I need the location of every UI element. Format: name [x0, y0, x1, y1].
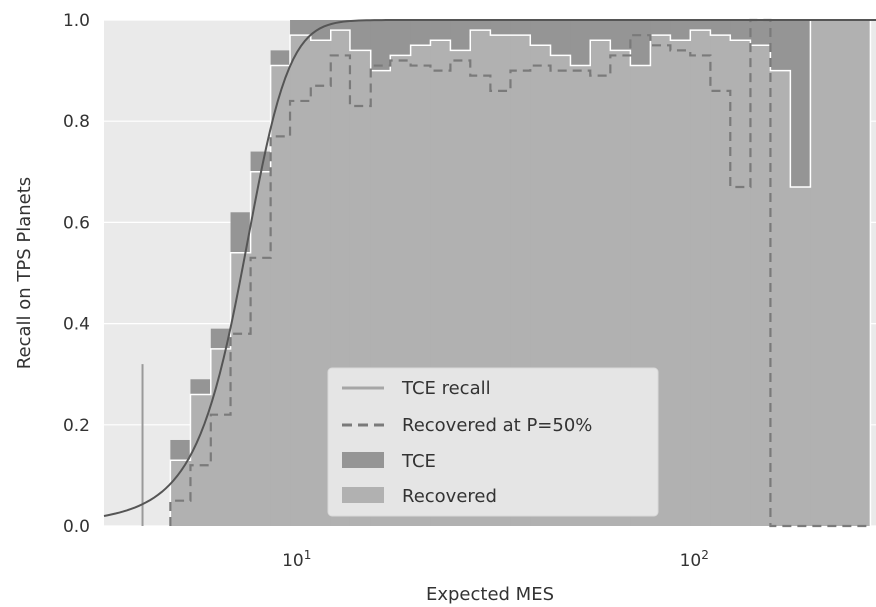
legend-label-tce: TCE [401, 451, 436, 472]
recovered-bar-31 [790, 186, 811, 527]
y-tick-label-5: 1.0 [63, 11, 90, 31]
y-axis-label: Recall on TPS Planets [14, 177, 35, 369]
recovered-at-p50-steps [169, 18, 871, 528]
recovered-bar-5 [270, 65, 291, 526]
legend-swatch-tce [342, 452, 384, 468]
recovered-bar-1 [190, 394, 212, 526]
legend-label-recovered: Recovered [402, 486, 497, 507]
recovered-p50-step-line [169, 18, 871, 528]
recovered-bar-7 [310, 40, 332, 527]
recovered-bar-4 [250, 171, 272, 527]
legend-label-recovered-p50: Recovered at P=50% [402, 415, 592, 436]
recovered-bar-30 [770, 70, 791, 526]
recovered-steps [141, 19, 872, 526]
tce-recall-curve [103, 19, 876, 517]
recovered-bar-2 [210, 348, 232, 526]
recovered-bar-25 [670, 40, 691, 527]
y-tick-label-0: 0.0 [63, 517, 90, 537]
y-tick-label-3: 0.6 [63, 213, 90, 233]
recovered-bar-29 [750, 45, 771, 527]
tce-recall-curve-line [103, 19, 876, 517]
recovered-bar-28 [730, 40, 751, 527]
legend-box [327, 367, 659, 517]
legend-swatch-recovered [342, 487, 384, 503]
recovered-bar-3 [230, 252, 252, 526]
x-tick-labels: 101 102 [282, 548, 709, 571]
x-axis-label: Expected MES [426, 584, 554, 605]
y-tick-label-1: 0.2 [63, 416, 90, 436]
x-tick-label-0: 101 [282, 548, 311, 571]
recovered-step-line [169, 19, 872, 526]
recovered-bar-34 [850, 20, 871, 526]
y-tick-labels: 0.0 0.2 0.4 0.6 0.8 1.0 [63, 11, 90, 537]
recovered-bar-26 [690, 30, 711, 527]
legend-label-tce-recall: TCE recall [401, 378, 491, 399]
recovered-bar-27 [710, 35, 731, 527]
legend: TCE recall Recovered at P=50% TCE Recove… [327, 367, 659, 517]
recovered-bar-6 [290, 35, 312, 527]
y-tick-label-2: 0.4 [63, 315, 90, 335]
recovered-bar-32 [810, 20, 831, 526]
x-tick-label-1: 102 [680, 548, 709, 571]
y-tick-label-4: 0.8 [63, 112, 90, 132]
recovered-bar-33 [830, 20, 851, 526]
